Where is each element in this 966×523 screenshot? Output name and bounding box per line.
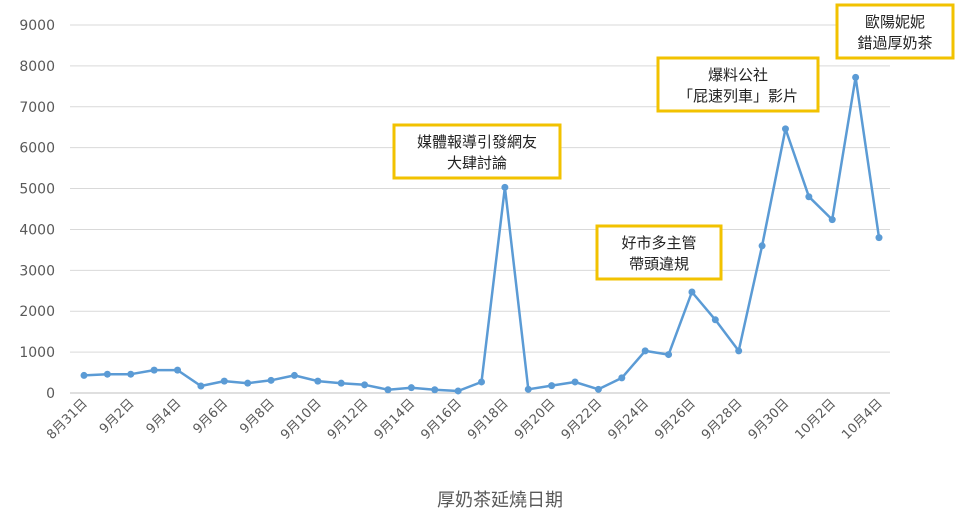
annotation-text: 歐陽妮妮	[865, 13, 925, 31]
data-point	[828, 216, 836, 224]
data-point	[244, 379, 252, 387]
data-point	[127, 370, 135, 378]
data-point	[875, 234, 883, 242]
data-point	[501, 183, 509, 191]
y-tick-label: 3000	[19, 263, 55, 279]
data-point	[290, 371, 298, 379]
x-tick-label: 10月2日	[793, 396, 840, 443]
annotation-text: 媒體報導引發網友	[417, 133, 537, 151]
y-tick-label: 9000	[19, 18, 55, 34]
annotation-box: 爆料公社「屁速列車」影片	[656, 56, 820, 113]
data-point	[478, 378, 485, 386]
x-tick-label: 9月30日	[746, 396, 793, 443]
x-axis-ticks: 8月31日 9月2日 9月4日 9月6日 9月8日 9月10日 9月12日 9月14日 9月16…	[44, 396, 886, 443]
x-tick-label: 9月10日	[278, 396, 325, 443]
data-point	[758, 242, 766, 250]
data-point	[431, 386, 439, 394]
y-tick-label: 5000	[19, 182, 55, 198]
series-line	[80, 73, 883, 395]
annotations: 媒體報導引發網友大肆討論好市多主管帶頭違規爆料公社「屁速列車」影片歐陽妮妮錯過厚…	[392, 3, 955, 281]
annotation-text: 爆料公社	[708, 66, 768, 84]
data-point	[665, 351, 673, 359]
x-tick-label: 10月4日	[839, 396, 886, 443]
x-tick-label: 9月4日	[144, 396, 185, 437]
annotation-text: 錯過厚奶茶	[857, 34, 932, 52]
x-tick-label: 9月24日	[605, 396, 652, 443]
data-point	[80, 371, 88, 379]
y-tick-label: 1000	[19, 345, 55, 361]
data-point	[781, 125, 789, 133]
y-tick-label: 0	[46, 386, 55, 402]
data-point	[571, 378, 579, 386]
x-tick-label: 9月26日	[652, 396, 699, 443]
x-tick-label: 9月22日	[559, 396, 606, 443]
x-tick-label: 9月8日	[237, 396, 278, 437]
data-point	[548, 382, 556, 390]
data-point	[454, 387, 462, 395]
data-point	[805, 193, 813, 201]
data-point	[174, 366, 182, 374]
x-tick-label: 9月28日	[699, 396, 746, 443]
data-point	[618, 374, 626, 382]
data-point	[314, 377, 322, 385]
annotation-text: 好市多主管	[621, 234, 696, 252]
data-point	[361, 381, 369, 389]
annotation-text: 「屁速列車」影片	[678, 87, 798, 105]
x-tick-label: 9月2日	[97, 396, 138, 437]
x-tick-label: 9月14日	[372, 396, 419, 443]
data-point	[384, 386, 392, 394]
data-point	[407, 384, 415, 392]
data-point	[852, 73, 860, 81]
annotation-text: 大肆討論	[447, 154, 507, 172]
data-point	[197, 382, 205, 390]
x-tick-label: 9月12日	[325, 396, 372, 443]
y-tick-label: 4000	[19, 222, 55, 238]
x-tick-label: 9月18日	[465, 396, 512, 443]
data-point	[150, 366, 158, 374]
y-tick-label: 7000	[19, 100, 55, 116]
x-tick-label: 9月16日	[418, 396, 465, 443]
data-point	[267, 376, 275, 384]
x-tick-label: 8月31日	[44, 396, 91, 443]
data-point	[711, 316, 719, 324]
annotation-text: 帶頭違規	[629, 255, 689, 273]
x-axis-label: 厚奶茶延燒日期	[437, 490, 563, 511]
data-point	[524, 385, 532, 393]
y-tick-label: 8000	[19, 59, 55, 75]
gridlines	[70, 24, 890, 394]
y-tick-label: 6000	[19, 141, 55, 157]
x-tick-label: 9月6日	[190, 396, 231, 437]
y-axis-ticks: 0 1000 2000 3000 4000 5000 6000 7000 8000 9000	[19, 18, 55, 402]
data-point	[337, 379, 345, 387]
data-point	[594, 385, 602, 393]
x-tick-label: 9月20日	[512, 396, 559, 443]
y-tick-label: 2000	[19, 304, 55, 320]
data-point	[103, 370, 111, 378]
data-point	[220, 377, 228, 385]
data-point	[688, 288, 696, 296]
data-point	[641, 347, 649, 355]
data-point	[735, 347, 743, 355]
